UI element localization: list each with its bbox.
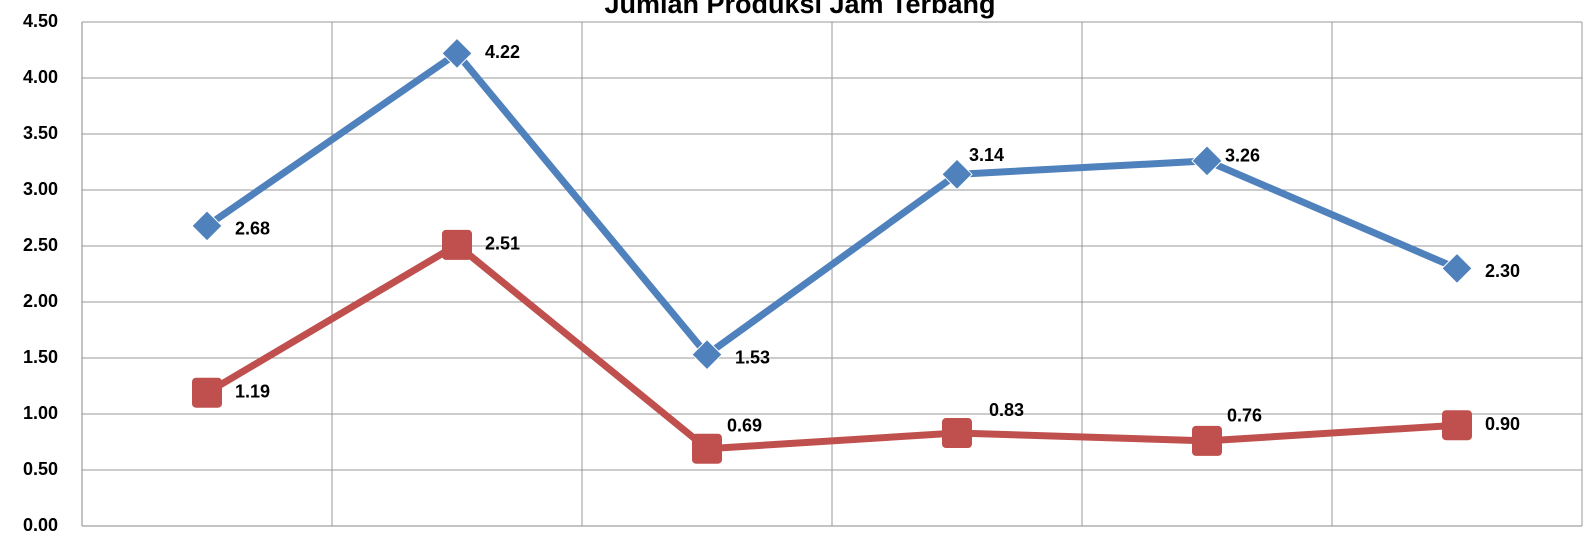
y-tick-label: 1.00 [23, 403, 58, 423]
marker [942, 418, 972, 449]
data-label: 1.19 [235, 381, 270, 401]
marker [692, 433, 722, 464]
data-label: 4.22 [485, 42, 520, 62]
data-label: 0.76 [1227, 406, 1262, 426]
y-tick-label: 0.00 [23, 515, 58, 535]
data-label: 2.30 [1485, 261, 1520, 281]
data-label: 2.51 [485, 234, 520, 254]
marker [191, 210, 223, 242]
series-line [205, 49, 1459, 359]
data-label: 0.90 [1485, 414, 1520, 434]
data-label: 3.14 [969, 145, 1004, 165]
data-label: 2.68 [235, 219, 270, 239]
chart-title: Jumlah Produksi Jam Terbang [604, 0, 995, 19]
y-tick-label: 4.00 [23, 67, 58, 87]
marker [1442, 410, 1472, 441]
data-label: 1.53 [735, 347, 770, 367]
y-tick-label: 4.50 [23, 11, 58, 31]
y-tick-label: 3.00 [23, 179, 58, 199]
y-tick-label: 0.50 [23, 459, 58, 479]
series-line [205, 241, 1458, 453]
marker [1192, 425, 1222, 456]
y-tick-label: 3.50 [23, 123, 58, 143]
data-label: 3.26 [1225, 146, 1260, 166]
marker [1441, 252, 1473, 285]
marker [192, 377, 222, 408]
marker [442, 229, 472, 260]
y-tick-label: 2.50 [23, 235, 58, 255]
marker [691, 338, 723, 371]
marker [941, 158, 973, 191]
data-label: 0.83 [989, 400, 1024, 420]
marker [441, 37, 473, 70]
marker [1191, 145, 1223, 177]
y-tick-label: 1.50 [23, 347, 58, 367]
data-label: 0.69 [727, 415, 762, 435]
y-tick-label: 2.00 [23, 291, 58, 311]
